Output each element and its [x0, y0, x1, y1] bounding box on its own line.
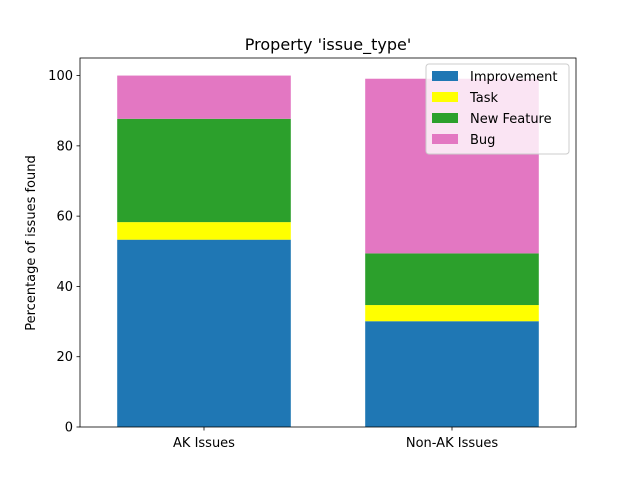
x-tick-label: Non-AK Issues	[406, 436, 498, 451]
y-axis-label: Percentage of issues found	[24, 155, 39, 331]
legend-swatch	[432, 92, 458, 102]
y-tick-label: 80	[56, 139, 73, 154]
bar-segment-task	[117, 222, 291, 240]
bar-segment-improvement	[365, 321, 539, 427]
legend-label: New Feature	[470, 112, 552, 127]
legend-box	[425, 63, 570, 155]
bar-segment-task	[365, 305, 539, 322]
chart-title: Property 'issue_type'	[245, 35, 411, 55]
legend-label: Improvement	[470, 70, 557, 85]
x-tick-label: AK Issues	[173, 436, 235, 451]
legend-label: Bug	[470, 133, 495, 148]
bar-segment-new-feature	[117, 118, 291, 223]
bar-segment-new-feature	[365, 253, 539, 306]
legend-swatch	[432, 134, 458, 144]
bar-segment-bug	[117, 75, 291, 119]
y-tick-label: 40	[56, 280, 73, 295]
bars-group	[117, 75, 539, 427]
y-tick-label: 60	[56, 210, 73, 225]
y-tick-label: 20	[56, 350, 73, 365]
y-tick-label: 0	[65, 421, 73, 436]
axes-group: 0 20 40 60 80 100 AK Issues Non-AK Issues	[48, 57, 577, 451]
y-tick-label: 100	[48, 69, 73, 84]
legend: Improvement Task New Feature Bug	[425, 63, 570, 155]
legend-swatch	[432, 71, 458, 81]
legend-swatch	[432, 113, 458, 123]
axes-frame	[79, 57, 577, 428]
legend-label: Task	[469, 91, 499, 106]
bar-segment-improvement	[117, 239, 291, 427]
